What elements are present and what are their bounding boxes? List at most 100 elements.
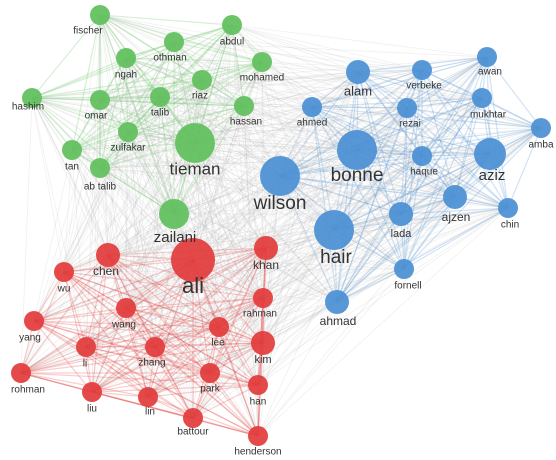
node-label: ab talib xyxy=(84,182,117,193)
edge xyxy=(125,57,245,107)
edge xyxy=(127,131,267,249)
edge xyxy=(99,14,149,398)
node-label: tan xyxy=(65,162,79,173)
node xyxy=(118,122,138,142)
edge xyxy=(421,155,509,209)
edge xyxy=(201,79,542,129)
edge xyxy=(231,24,335,231)
edge xyxy=(91,57,127,393)
edge xyxy=(194,107,408,144)
edge xyxy=(192,342,264,419)
edge xyxy=(147,153,491,398)
edge xyxy=(173,41,423,71)
edge xyxy=(20,153,491,374)
edge xyxy=(107,69,423,256)
node xyxy=(200,363,220,383)
edge xyxy=(231,24,259,437)
node xyxy=(412,60,432,80)
edge xyxy=(279,71,359,177)
edge xyxy=(192,149,358,419)
edge xyxy=(107,106,313,256)
edge xyxy=(99,105,245,169)
edge xyxy=(194,142,259,437)
edge xyxy=(71,149,175,215)
edge xyxy=(91,391,259,437)
edge xyxy=(357,71,456,198)
edge xyxy=(99,99,127,309)
edge xyxy=(257,127,542,386)
edge xyxy=(99,167,194,419)
edge xyxy=(99,14,423,71)
node xyxy=(11,363,31,383)
edge xyxy=(486,56,509,209)
edge xyxy=(125,229,335,309)
edge xyxy=(194,142,220,328)
edge xyxy=(403,153,491,270)
edge xyxy=(403,107,408,270)
edge xyxy=(159,96,175,215)
edge xyxy=(31,97,109,256)
edge xyxy=(192,61,263,261)
edge xyxy=(262,175,281,344)
edge xyxy=(201,79,259,386)
edge xyxy=(63,271,87,348)
edge xyxy=(33,320,156,348)
edge xyxy=(33,320,194,419)
edge xyxy=(243,105,491,155)
edge xyxy=(218,268,405,328)
edge xyxy=(261,61,423,157)
node-label: lada xyxy=(391,228,413,240)
node xyxy=(24,311,44,331)
edge xyxy=(63,99,101,273)
edge xyxy=(127,131,175,215)
edge xyxy=(71,107,408,151)
edge xyxy=(194,97,483,144)
edge xyxy=(257,207,509,386)
edge xyxy=(507,127,542,209)
edge xyxy=(99,14,175,43)
edge xyxy=(357,71,491,155)
edge xyxy=(333,69,423,231)
edge xyxy=(91,175,281,393)
edge xyxy=(403,155,423,270)
edge xyxy=(85,346,259,386)
edge xyxy=(147,301,338,398)
edge xyxy=(71,149,194,419)
edge xyxy=(357,71,542,129)
edge xyxy=(125,131,129,309)
edge xyxy=(85,155,423,348)
edge xyxy=(107,207,509,256)
edge xyxy=(91,301,338,393)
edge xyxy=(173,41,194,419)
edge xyxy=(63,131,129,273)
edge xyxy=(356,127,542,151)
edge xyxy=(127,131,220,328)
edge xyxy=(91,384,259,393)
edge xyxy=(107,254,264,344)
edge xyxy=(20,301,338,374)
edge xyxy=(454,97,483,198)
edge xyxy=(333,127,542,231)
edge xyxy=(403,127,542,270)
node-label: li xyxy=(83,359,87,370)
edge xyxy=(107,229,335,256)
edge xyxy=(243,105,402,215)
edge xyxy=(99,79,203,169)
edge xyxy=(63,153,491,273)
edge xyxy=(357,71,509,209)
edge xyxy=(33,320,264,344)
node-label: henderson xyxy=(234,447,281,458)
edge xyxy=(125,57,220,328)
edge xyxy=(31,41,175,99)
node xyxy=(222,15,242,35)
edge xyxy=(262,71,359,299)
edge xyxy=(147,69,423,398)
edge xyxy=(265,247,338,303)
edge xyxy=(243,105,405,270)
edge xyxy=(147,24,233,398)
edge xyxy=(356,149,405,270)
node-label: mohamed xyxy=(240,73,284,84)
edge xyxy=(71,14,101,151)
edge xyxy=(63,271,127,309)
